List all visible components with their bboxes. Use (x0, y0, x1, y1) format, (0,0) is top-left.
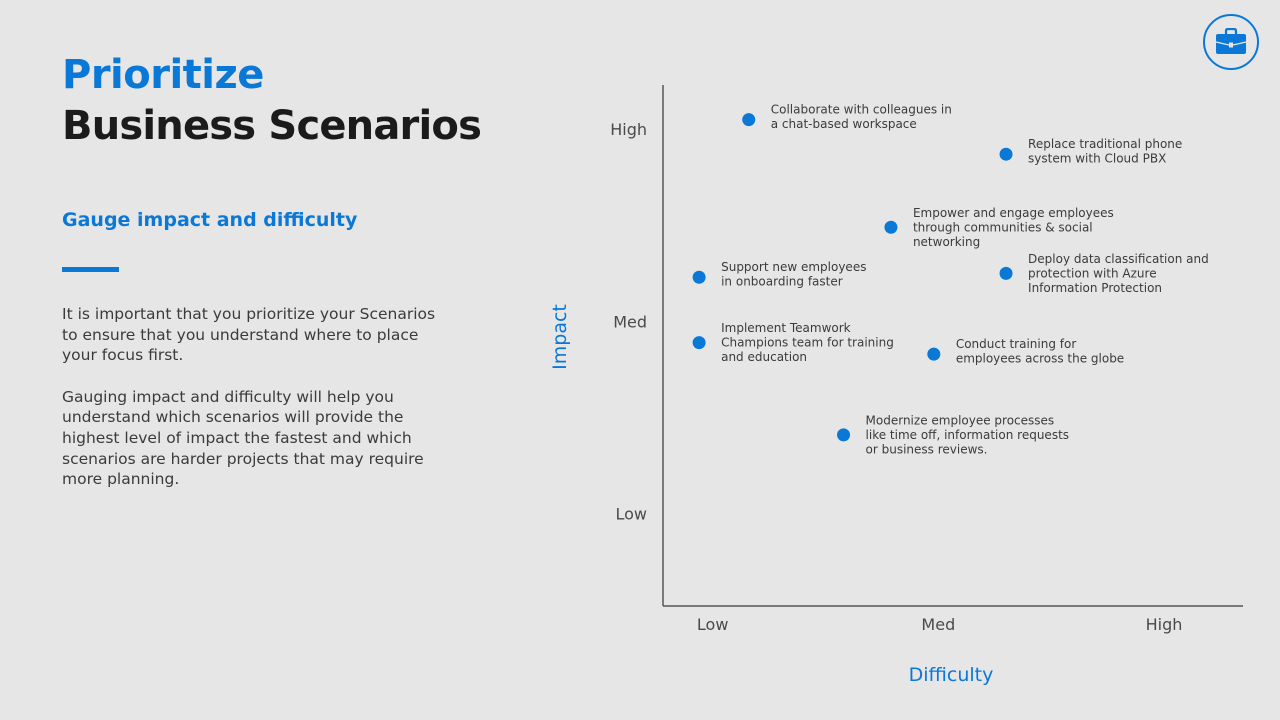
title-business-scenarios: Business Scenarios (62, 103, 482, 149)
scenario-label: Conduct training for employees across the… (956, 337, 1124, 366)
scenario-label: Deploy data classification and protection… (1028, 252, 1209, 295)
scenario-point: Support new employees in onboarding faste… (692, 260, 866, 289)
scenario-dot (837, 428, 851, 442)
body-text: It is important that you prioritize your… (62, 304, 442, 511)
scenario-dot (999, 266, 1013, 280)
scenario-point: Deploy data classification and protection… (999, 252, 1209, 295)
scenario-dot (999, 147, 1013, 161)
y-axis-title: Impact (549, 304, 571, 370)
scenario-label: Modernize employee processes like time of… (866, 413, 1069, 456)
paragraph-1: It is important that you prioritize your… (62, 305, 436, 365)
scenario-label: Implement Teamwork Champions team for tra… (721, 321, 894, 364)
x-tick-label-low: Low (697, 615, 729, 634)
scenario-dot (692, 270, 706, 284)
y-tick-label-high: High (610, 120, 647, 139)
accent-divider (62, 267, 119, 272)
y-tick-label-med: Med (613, 312, 647, 331)
scenario-point: Implement Teamwork Champions team for tra… (692, 321, 894, 364)
scenario-point: Empower and engage employees through comm… (884, 206, 1114, 249)
scenario-label: Replace traditional phone system with Clo… (1028, 137, 1182, 166)
scenario-dot (884, 220, 898, 234)
x-axis-title: Difficulty (909, 664, 994, 686)
subtitle: Gauge impact and difficulty (62, 209, 358, 231)
y-tick-label-low: Low (615, 505, 647, 524)
x-tick-label-high: High (1146, 615, 1183, 634)
scenario-dot (742, 113, 756, 127)
scenario-label: Collaborate with colleagues in a chat-bas… (771, 102, 952, 131)
scenario-label: Empower and engage employees through comm… (913, 206, 1114, 249)
scenario-point: Modernize employee processes like time of… (837, 413, 1069, 456)
title-prioritize: Prioritize (62, 52, 264, 98)
briefcase-icon (1215, 28, 1247, 54)
scenario-label: Support new employees in onboarding faste… (721, 260, 866, 289)
scenario-point: Collaborate with colleagues in a chat-bas… (742, 102, 952, 131)
x-tick-label-med: Med (921, 615, 955, 634)
scenario-point: Conduct training for employees across the… (927, 337, 1124, 366)
scenario-dot (692, 336, 706, 350)
scenario-point: Replace traditional phone system with Clo… (999, 137, 1182, 166)
paragraph-2: Gauging impact and difficulty will help … (62, 387, 424, 489)
scenario-dot (927, 347, 941, 361)
briefcase-badge (1203, 14, 1259, 70)
